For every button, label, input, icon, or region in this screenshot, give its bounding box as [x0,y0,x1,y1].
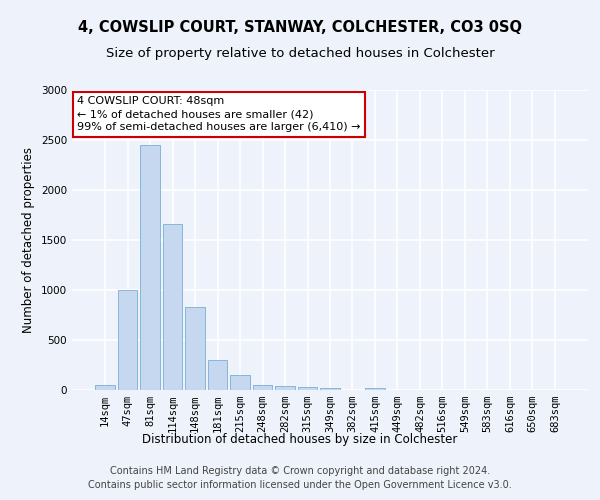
Bar [208,360,227,390]
Bar [163,224,182,390]
Text: 4, COWSLIP COURT, STANWAY, COLCHESTER, CO3 0SQ: 4, COWSLIP COURT, STANWAY, COLCHESTER, C… [78,20,522,35]
Bar [230,375,250,390]
Bar [140,145,160,390]
Bar [95,385,115,390]
Text: Contains HM Land Registry data © Crown copyright and database right 2024.
Contai: Contains HM Land Registry data © Crown c… [88,466,512,490]
Bar [118,290,137,390]
Text: 4 COWSLIP COURT: 48sqm
← 1% of detached houses are smaller (42)
99% of semi-deta: 4 COWSLIP COURT: 48sqm ← 1% of detached … [77,96,361,132]
Bar [320,388,340,390]
Bar [298,387,317,390]
Bar [253,385,272,390]
Text: Distribution of detached houses by size in Colchester: Distribution of detached houses by size … [142,432,458,446]
Text: Size of property relative to detached houses in Colchester: Size of property relative to detached ho… [106,48,494,60]
Y-axis label: Number of detached properties: Number of detached properties [22,147,35,333]
Bar [365,388,385,390]
Bar [185,307,205,390]
Bar [275,386,295,390]
